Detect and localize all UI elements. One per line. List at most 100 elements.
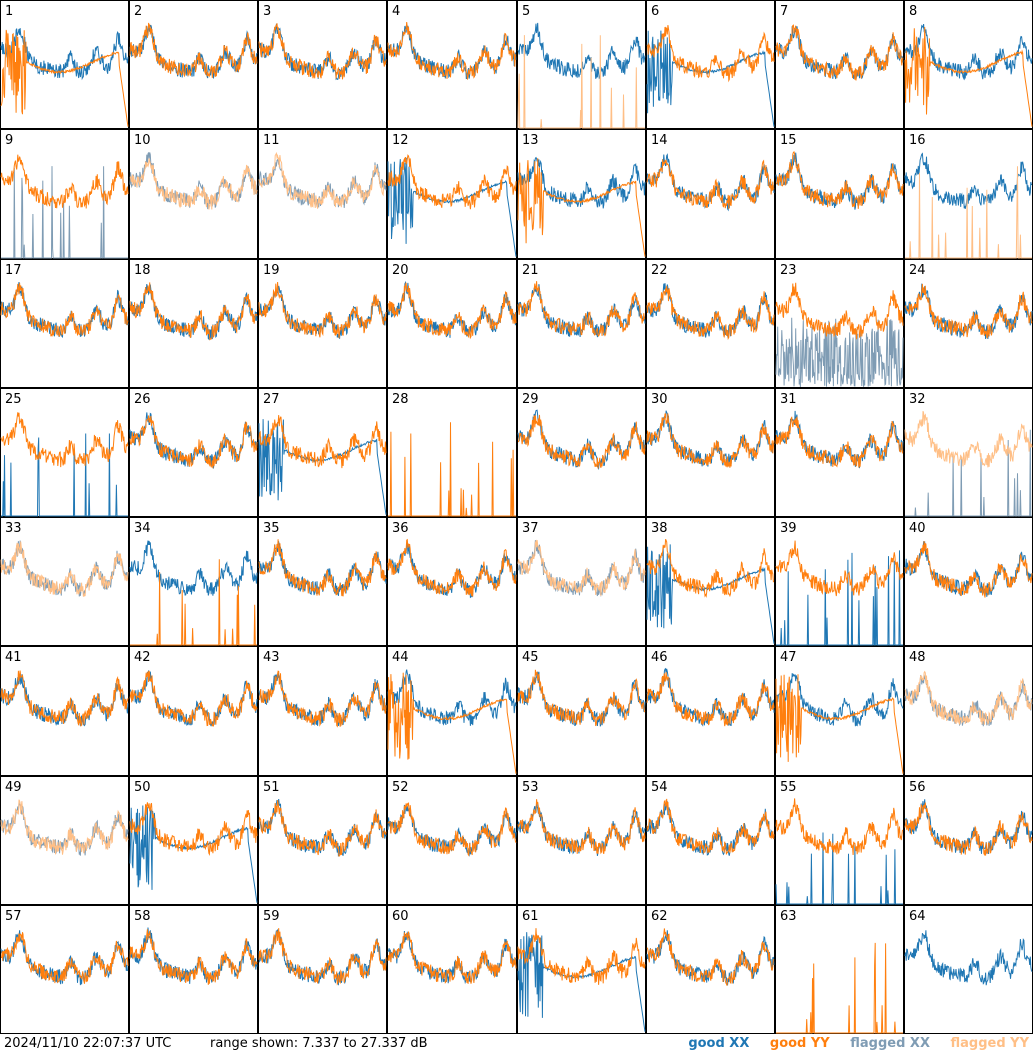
series-yy-49 (0, 799, 129, 855)
panel-number: 20 (392, 263, 409, 278)
series-xx-44 (387, 669, 517, 726)
series-yy-11 (258, 151, 387, 209)
panel-number: 26 (134, 392, 151, 407)
panel-number: 40 (909, 521, 926, 536)
series-yy-17 (0, 282, 129, 337)
panel-number: 8 (909, 4, 917, 19)
series-xx-34 (129, 540, 258, 596)
panel-30: 30 (646, 388, 775, 517)
series-yy-42 (129, 670, 258, 727)
panel-frame (775, 646, 904, 776)
panel-frame (775, 905, 904, 1034)
panel-63: 63 (775, 905, 904, 1034)
series-xx-10 (129, 152, 258, 210)
series-yy-60 (387, 931, 517, 984)
series-yy-5 (517, 35, 645, 129)
panel-29: 29 (517, 388, 646, 517)
panel-number: 39 (780, 521, 797, 536)
panel-55: 55 (775, 776, 904, 905)
panel-number: 38 (651, 521, 668, 536)
panel-10: 10 (129, 129, 258, 259)
panel-20: 20 (387, 259, 517, 388)
panel-16: 16 (904, 129, 1033, 259)
panel-23: 23 (775, 259, 904, 388)
panel-59: 59 (258, 905, 387, 1034)
panel-7: 7 (775, 0, 904, 129)
panel-34: 34 (129, 517, 258, 646)
panel-26: 26 (129, 388, 258, 517)
series-yy-48 (904, 670, 1033, 726)
panel-number: 25 (5, 392, 22, 407)
series-yy-12 (387, 154, 517, 210)
series-yy-47 (775, 674, 904, 774)
series-yy-6 (646, 25, 775, 83)
panel-number: 9 (5, 133, 13, 148)
panel-number: 34 (134, 521, 151, 536)
panel-number: 57 (5, 909, 22, 924)
panel-number: 63 (780, 909, 797, 924)
panel-number: 15 (780, 133, 797, 148)
panel-39: 39 (775, 517, 904, 646)
panel-number: 24 (909, 263, 926, 278)
legend-flagged-yy: flagged YY (950, 1036, 1030, 1051)
series-yy-19 (258, 281, 387, 339)
panel-number: 62 (651, 909, 668, 924)
panel-13: 13 (517, 129, 646, 259)
panel-45: 45 (517, 646, 646, 776)
panel-number: 10 (134, 133, 151, 148)
panel-number: 19 (263, 263, 280, 278)
panel-number: 55 (780, 780, 797, 795)
panel-number: 48 (909, 650, 926, 665)
series-yy-44 (387, 672, 517, 774)
panel-57: 57 (0, 905, 129, 1034)
panel-number: 16 (909, 133, 926, 148)
panel-53: 53 (517, 776, 646, 905)
series-yy-15 (776, 151, 904, 209)
series-yy-31 (775, 416, 904, 468)
series-xx-61 (517, 932, 646, 1032)
panel-frame (775, 776, 904, 905)
panel-35: 35 (258, 517, 387, 646)
panel-64: 64 (904, 905, 1033, 1034)
series-xx-8 (904, 24, 1033, 81)
panel-number: 13 (522, 133, 539, 148)
series-yy-54 (646, 798, 775, 855)
series-yy-30 (646, 413, 775, 468)
series-xx-36 (387, 541, 517, 599)
panel-number: 45 (522, 650, 539, 665)
panel-number: 11 (263, 133, 280, 148)
panel-number: 1 (5, 4, 13, 19)
series-xx-39 (776, 550, 903, 646)
panel-number: 31 (780, 392, 797, 407)
series-yy-21 (517, 281, 645, 337)
series-yy-28 (388, 422, 516, 517)
panel-15: 15 (775, 129, 904, 259)
series-yy-14 (646, 159, 775, 210)
panel-8: 8 (904, 0, 1033, 129)
series-yy-45 (517, 669, 646, 727)
panel-56: 56 (904, 776, 1033, 905)
series-yy-52 (387, 802, 517, 857)
series-yy-22 (646, 285, 775, 341)
panel-14: 14 (646, 129, 775, 259)
panel-43: 43 (258, 646, 387, 776)
panel-number: 14 (651, 133, 668, 148)
panel-54: 54 (646, 776, 775, 905)
series-xx-51 (258, 798, 387, 857)
series-yy-10 (129, 158, 258, 210)
panel-number: 6 (651, 4, 659, 19)
panel-number: 32 (909, 392, 926, 407)
series-yy-20 (387, 282, 517, 340)
panel-36: 36 (387, 517, 517, 646)
panel-frame (258, 517, 387, 646)
panel-number: 3 (263, 4, 271, 19)
panel-number: 30 (651, 392, 668, 407)
panel-47: 47 (775, 646, 904, 776)
range-label: range shown: 7.337 to 27.337 dB (210, 1036, 428, 1051)
panel-number: 35 (263, 521, 280, 536)
series-yy-63 (776, 942, 903, 1034)
series-yy-50 (129, 802, 258, 856)
panel-25: 25 (0, 388, 129, 517)
timestamp: 2024/11/10 22:07:37 UTC (4, 1036, 172, 1051)
series-yy-29 (517, 414, 646, 469)
